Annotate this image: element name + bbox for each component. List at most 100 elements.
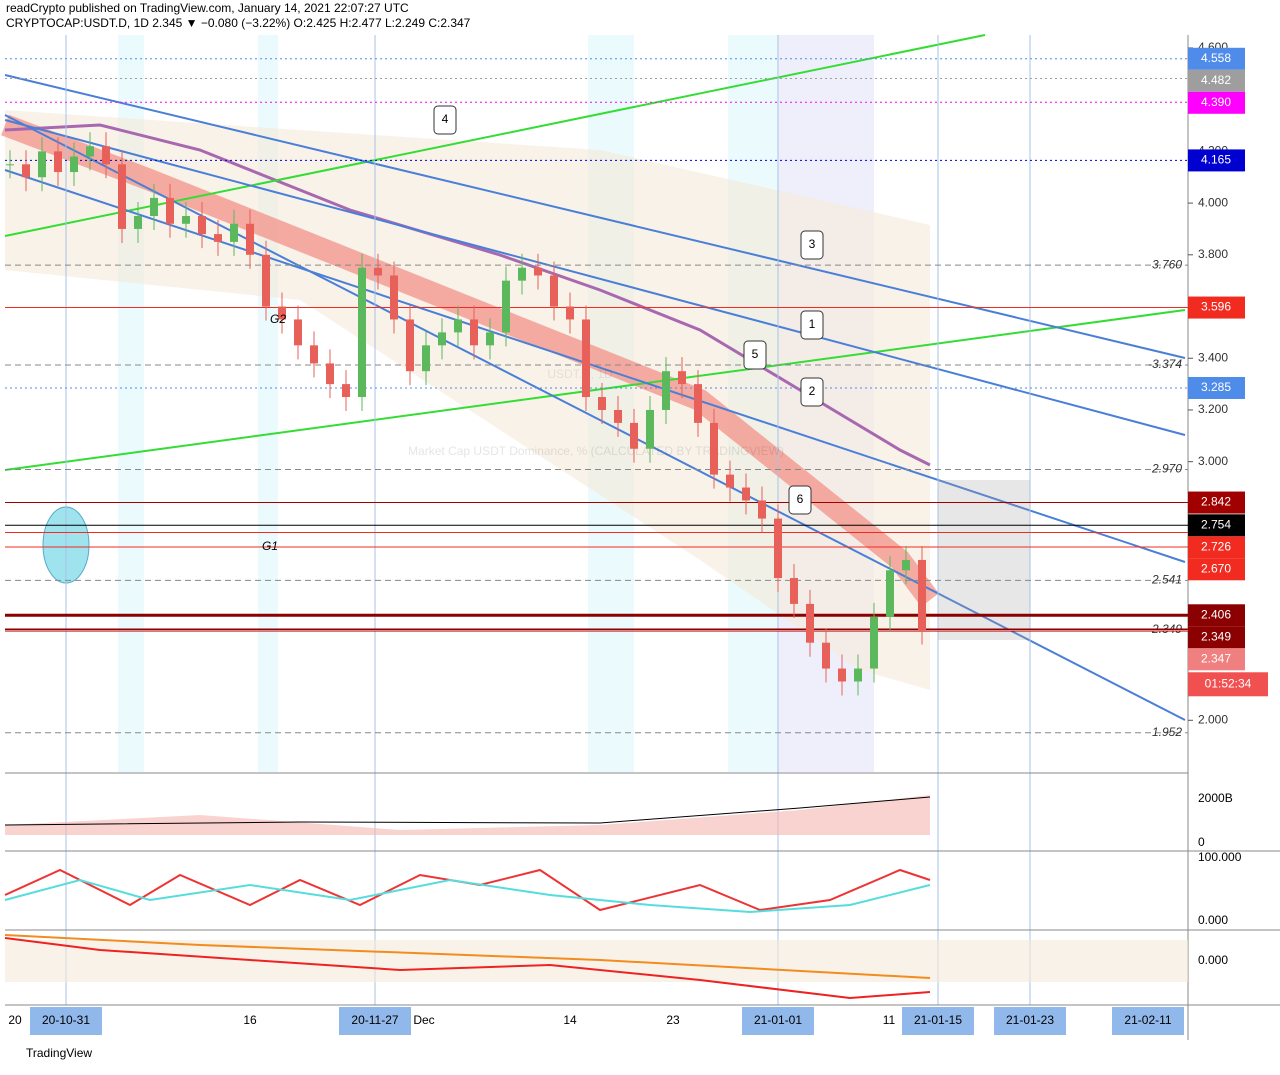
candle-body: [6, 164, 14, 166]
countdown-box: [1188, 672, 1268, 697]
price-label-box: [1188, 514, 1245, 537]
candle-body: [662, 371, 670, 410]
price-label: 2.726: [1201, 539, 1231, 553]
osc-tick-label: 100.000: [1198, 850, 1242, 864]
level-label: 2.541: [1151, 573, 1182, 587]
candle-body: [182, 216, 190, 224]
candle-body: [470, 319, 478, 346]
annotation: 3: [809, 237, 816, 251]
candle-body: [406, 319, 414, 372]
candle-body: [598, 397, 606, 410]
level-label: 3.760: [1152, 257, 1182, 271]
candle-body: [630, 422, 638, 449]
annotation-bubble: [743, 340, 767, 370]
price-label-box: [1188, 491, 1245, 514]
candle-body: [550, 275, 558, 307]
candle-body: [70, 156, 78, 173]
x-label-box: [30, 1007, 102, 1035]
candle-body: [646, 409, 654, 449]
candle-body: [870, 616, 878, 669]
candle-body: [854, 668, 862, 682]
candle-body: [118, 164, 126, 229]
x-label: 16: [243, 1013, 257, 1027]
countdown: 01:52:34: [1205, 676, 1252, 690]
footer-brand: TradingView: [26, 1046, 92, 1060]
candle-body: [918, 559, 926, 631]
price-label-box: [1188, 604, 1245, 627]
candle-body: [246, 223, 254, 255]
projection-box: [938, 480, 1030, 640]
x-label: 11: [883, 1013, 896, 1027]
candle-body: [438, 332, 446, 346]
level-label: 2.970: [1151, 462, 1182, 476]
x-label: 14: [563, 1013, 577, 1027]
candle-body: [422, 345, 430, 372]
trend-value: [4, 937, 931, 1000]
price-tick-label: 4.000: [1198, 195, 1228, 209]
oscillator-signal: [4, 878, 931, 914]
candle-body: [502, 280, 510, 333]
candle-body: [758, 500, 766, 519]
price-label-box: [1188, 536, 1245, 559]
level-label: -3.374: [1148, 357, 1182, 371]
price-label: 4.482: [1201, 73, 1231, 87]
candle-body: [518, 267, 526, 281]
price-label: 4.165: [1201, 153, 1231, 167]
candle-body: [726, 474, 734, 488]
x-label: 20: [8, 1013, 22, 1027]
candle-body: [342, 384, 350, 398]
x-label: 21-02-11: [1124, 1013, 1171, 1027]
candle-body: [166, 197, 174, 224]
price-label-box: [1188, 648, 1245, 671]
candle-body: [614, 409, 622, 423]
price-label-box: [1188, 47, 1245, 70]
x-label-box: [1112, 1007, 1184, 1035]
candle-body: [230, 223, 238, 242]
x-label: Dec: [413, 1013, 434, 1027]
candle-body: [694, 384, 702, 423]
header-line2: CRYPTOCAP:USDT.D, 1D 2.345 ▼ −0.080 (−3.…: [6, 16, 471, 30]
price-label: 3.596: [1201, 300, 1231, 314]
annotation: 2: [809, 384, 816, 398]
x-label: 23: [666, 1013, 680, 1027]
trend-tick-label: 0.000: [1198, 953, 1228, 967]
candle-body: [886, 570, 894, 617]
panes: [5, 35, 1280, 1040]
candle-body: [822, 642, 830, 669]
price-label-box: [1188, 558, 1245, 581]
volume-ma: [4, 796, 931, 826]
x-label-box: [742, 1007, 814, 1035]
volume-tick-label: 0: [1198, 835, 1205, 849]
price-label-box: [1188, 149, 1245, 172]
x-label: 21-01-15: [914, 1013, 962, 1027]
x-label-box: [339, 1007, 411, 1035]
header-line1: readCrypto published on TradingView.com,…: [6, 1, 409, 15]
candle-body: [902, 559, 910, 571]
price-tick-label: 2.000: [1198, 712, 1228, 726]
x-label-box: [902, 1007, 974, 1035]
candle-body: [38, 151, 46, 178]
price-label: 2.842: [1201, 495, 1231, 509]
candle-body: [710, 422, 718, 475]
candle-body: [582, 319, 590, 398]
annotation-bubble: [800, 310, 824, 340]
price-label-box: [1188, 296, 1245, 319]
cloud: [5, 110, 930, 690]
candle-body: [86, 146, 94, 157]
osc-tick-label: 0.000: [1198, 913, 1228, 927]
annotation: 5: [752, 347, 759, 361]
price-label: 2.347: [1201, 651, 1231, 665]
annotation-bubble: [800, 377, 824, 407]
price-label-box: [1188, 376, 1245, 399]
volume-area: [5, 795, 930, 835]
annotation: 4: [442, 112, 449, 126]
price-label: 3.285: [1201, 380, 1231, 394]
price-tick-label: 3.000: [1198, 454, 1228, 468]
price-label: 2.670: [1201, 561, 1231, 575]
candle-body: [150, 197, 158, 217]
candle-body: [102, 146, 110, 165]
price-label: 2.349: [1201, 629, 1231, 643]
candle-body: [134, 216, 142, 229]
candle-body: [278, 306, 286, 320]
candle-body: [54, 151, 62, 173]
